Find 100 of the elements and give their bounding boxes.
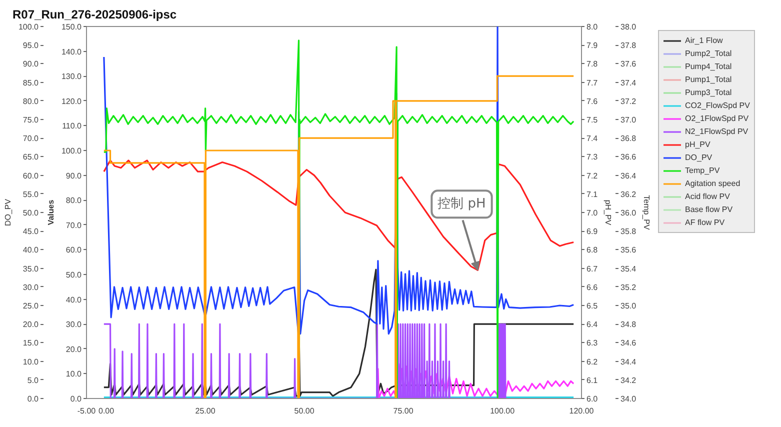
y3-tick-label: 60.0 xyxy=(22,171,40,180)
y2-tick-label: 40.0 xyxy=(66,295,82,304)
y2-axis-title: Values xyxy=(46,199,56,226)
y-tick-label: 35.6 xyxy=(620,246,637,255)
y-tick-label: 37.0 xyxy=(620,116,637,124)
y-tick-label: 7.9 xyxy=(586,41,598,50)
y-tick-label: 35.8 xyxy=(620,227,637,236)
y-tick-label: 6.8 xyxy=(586,246,598,255)
y-tick-label: 37.8 xyxy=(620,41,637,50)
y3-tick-label: 100.0 xyxy=(18,22,40,32)
y2-tick-label: 90.0 xyxy=(66,171,82,180)
y3-tick-label: 50.0 xyxy=(22,208,40,218)
chart-title: R07_Run_276-20250906-ipsc xyxy=(12,8,177,22)
y3-tick-label: 0.0 xyxy=(27,394,40,404)
legend-label: Pump2_Total xyxy=(685,48,732,59)
y-tick-label: 6.6 xyxy=(586,282,598,292)
y2-tick-label: 100.0 xyxy=(61,146,82,156)
y3-tick-label: 20.0 xyxy=(22,320,40,330)
y3-tick-label: 40.0 xyxy=(22,246,40,255)
legend-label: Acid flow PV xyxy=(685,191,730,202)
y-tick-label: 7.0 xyxy=(586,208,598,218)
y2-tick-label: 110.0 xyxy=(62,122,82,131)
y-tick-label: 34.8 xyxy=(620,320,637,330)
y-tick-label: 6.3 xyxy=(586,338,598,348)
y2-tick-label: 130.0 xyxy=(61,72,82,82)
y2-tick-label: 70.0 xyxy=(66,220,82,230)
y-tick-label: 35.4 xyxy=(620,264,637,274)
y3-tick-label: 10.0 xyxy=(22,357,40,366)
y-tick-label: 8.0 xyxy=(586,22,598,32)
y-tick-label: 7.8 xyxy=(586,60,598,69)
y-axis-title: Temp_PV xyxy=(642,195,652,231)
y3-tick-label: 85.0 xyxy=(22,78,40,88)
y-tick-label: 36.8 xyxy=(620,134,637,144)
y-tick-label: 35.0 xyxy=(620,302,637,310)
x-tick-label: -5.00 xyxy=(77,406,96,416)
y2-tick-label: 120.0 xyxy=(61,96,82,106)
legend-label: Agitation speed xyxy=(685,178,740,189)
y3-tick-label: 90.0 xyxy=(22,60,40,69)
y3-tick-label: 25.0 xyxy=(22,302,40,310)
legend-label: Base flow PV xyxy=(685,204,733,215)
y3-axis-title: DO_PV xyxy=(3,198,12,226)
legend-label: Air_1 Flow xyxy=(685,35,723,46)
legend-label: Temp_PV xyxy=(685,165,720,176)
y-tick-label: 36.0 xyxy=(620,208,637,218)
y-tick-label: 7.2 xyxy=(586,171,598,180)
y-tick-label: 37.4 xyxy=(620,78,637,88)
x-tick-label: 120.00 xyxy=(569,406,594,416)
y-tick-label: 6.1 xyxy=(586,376,598,385)
y-tick-label: 6.2 xyxy=(586,357,598,366)
y2-tick-label: 20.0 xyxy=(66,344,82,354)
y-tick-label: 36.6 xyxy=(620,152,637,162)
y-tick-label: 34.2 xyxy=(620,376,637,385)
y3-tick-label: 30.0 xyxy=(22,282,40,292)
y3-tick-label: 45.0 xyxy=(22,227,40,236)
x-tick-label: 50.00 xyxy=(294,406,315,416)
y3-tick-label: 70.0 xyxy=(22,134,40,144)
y-tick-label: 7.4 xyxy=(586,134,598,144)
y-tick-label: 6.4 xyxy=(586,320,598,330)
y-tick-label: 36.2 xyxy=(620,190,637,199)
y3-tick-label: 35.0 xyxy=(22,264,40,274)
y3-tick-label: 80.0 xyxy=(22,96,40,106)
y-tick-label: 34.0 xyxy=(620,394,637,404)
y2-tick-label: 80.0 xyxy=(66,196,82,206)
y3-tick-label: 15.0 xyxy=(22,338,40,348)
x-tick-label: 75.00 xyxy=(393,406,414,416)
legend-label: Pump3_Total xyxy=(685,87,732,98)
x-tick-label: 100.00 xyxy=(490,406,516,416)
y-tick-label: 38.0 xyxy=(620,22,637,32)
y-tick-label: 34.6 xyxy=(620,338,637,348)
legend-label: DO_PV xyxy=(685,152,712,163)
legend-label: Pump4_Total xyxy=(685,61,732,72)
y-tick-label: 37.2 xyxy=(620,96,637,106)
annotation: 控制 pH xyxy=(438,196,486,212)
x-tick-label: 0.00 xyxy=(98,406,115,416)
y2-tick-label: 30.0 xyxy=(66,320,82,330)
y3-tick-label: 5.0 xyxy=(27,376,40,385)
y2-tick-label: 10.0 xyxy=(66,370,82,379)
legend-label: N2_1FlowSpd PV xyxy=(685,126,748,137)
y-tick-label: 7.6 xyxy=(586,96,598,106)
y2-tick-label: 140.0 xyxy=(61,47,82,56)
y-tick-label: 7.5 xyxy=(586,116,598,124)
y-tick-label: 6.7 xyxy=(586,264,598,274)
y-tick-label: 6.0 xyxy=(586,394,598,404)
x-tick-label: 25.00 xyxy=(195,406,216,416)
y3-tick-label: 55.0 xyxy=(22,190,40,199)
y2-tick-label: 0.0 xyxy=(70,394,82,404)
legend-label: AF flow PV xyxy=(685,217,725,228)
y-tick-label: 6.5 xyxy=(586,302,598,310)
legend-label: CO2_FlowSpd PV xyxy=(685,100,750,111)
y3-tick-label: 75.0 xyxy=(22,116,40,124)
legend-label: O2_1FlowSpd PV xyxy=(685,113,749,124)
y-tick-label: 36.4 xyxy=(620,171,637,180)
y-tick-label: 7.7 xyxy=(586,78,598,88)
y2-tick-label: 150.0 xyxy=(61,22,82,32)
legend-label: Pump1_Total xyxy=(685,74,732,85)
y-tick-label: 35.2 xyxy=(620,282,637,292)
y2-tick-label: 60.0 xyxy=(66,246,82,255)
y3-tick-label: 95.0 xyxy=(22,41,40,50)
legend-label: pH_PV xyxy=(685,139,710,150)
y-tick-label: 6.9 xyxy=(586,227,598,236)
